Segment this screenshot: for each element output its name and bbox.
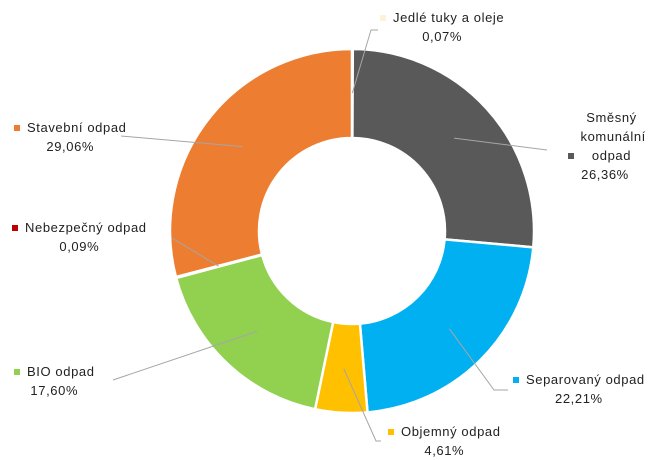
slice-2: [358, 237, 535, 414]
leader-line-1: [454, 137, 548, 151]
legend-swatch: [567, 152, 574, 159]
slice-6: [168, 47, 354, 279]
leader-line-4: [112, 330, 258, 381]
label-objemny-odpad: Objemný odpad 4,61%: [388, 422, 501, 460]
legend-swatch: [12, 224, 18, 231]
legend-swatch: [380, 14, 386, 21]
leader-line-3: [343, 368, 381, 442]
leader-line-5: [171, 237, 219, 267]
label-separovany-odpad: Separovaný odpad 22,21%: [513, 370, 645, 408]
label-stavebni-odpad: Stavební odpad 29,06%: [14, 118, 126, 156]
legend-swatch: [513, 376, 519, 383]
legend-swatch: [388, 428, 394, 435]
leader-line-2: [448, 328, 508, 391]
label-bio-odpad: BIO odpad 17,60%: [14, 362, 95, 400]
leader-line-0: [351, 29, 378, 94]
label-smesny-komunalni-odpad: Směsný komunální odpad 26,36%: [562, 108, 648, 184]
leader-line-6: [120, 135, 243, 148]
legend-swatch: [14, 368, 20, 375]
slice-1: [351, 47, 536, 249]
label-nebezpecny-odpad: Nebezpečný odpad 0,09%: [12, 218, 147, 256]
legend-swatch: [14, 124, 20, 131]
label-jedle-tuky: Jedlé tuky a oleje 0,07%: [380, 8, 504, 46]
